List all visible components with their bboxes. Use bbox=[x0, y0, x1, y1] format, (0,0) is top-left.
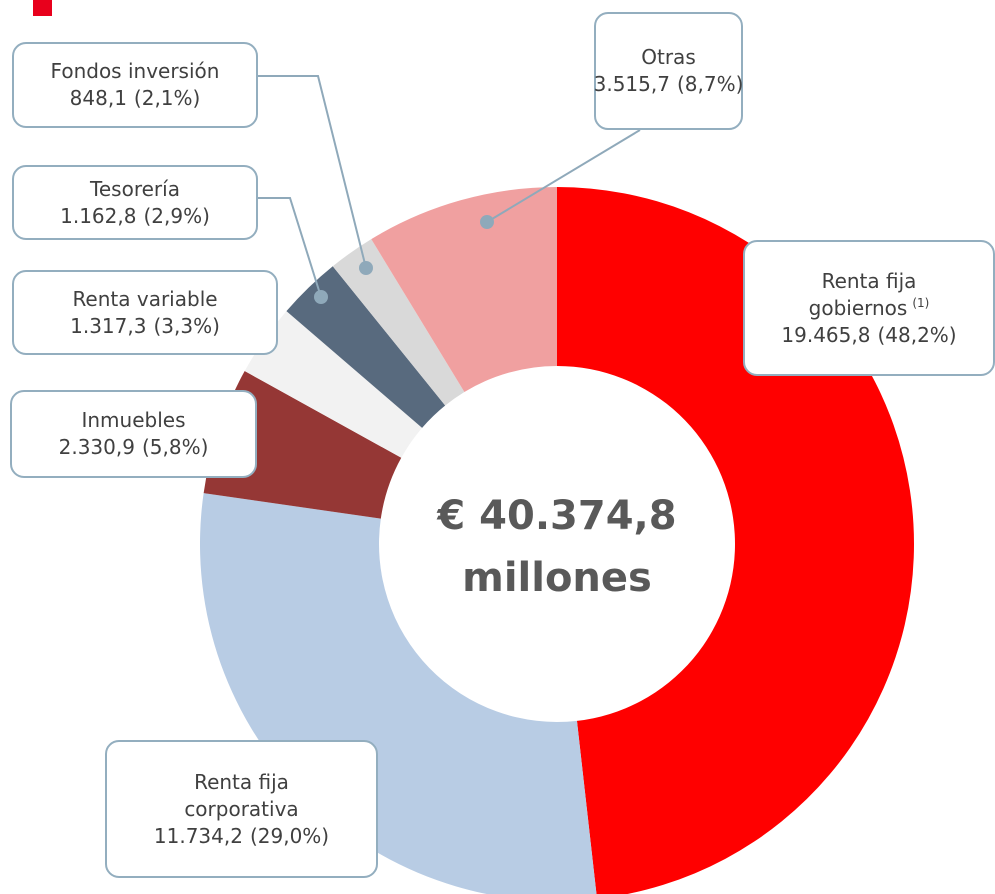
label-box: Renta fija corporativa 11.734,2 (29,0%) bbox=[105, 740, 378, 878]
label-box: Renta fija gobiernos (1) 19.465,8 (48,2%) bbox=[743, 240, 995, 376]
label-percent: (8,7%) bbox=[676, 72, 744, 96]
label-box: Inmuebles 2.330,9 (5,8%) bbox=[10, 390, 257, 478]
label-category: Otras bbox=[641, 45, 696, 69]
label-value-line: 19.465,8 (48,2%) bbox=[781, 322, 956, 349]
leader-line bbox=[258, 197, 322, 298]
leader-dot bbox=[314, 290, 328, 304]
label-category-line: Fondos inversión bbox=[51, 58, 220, 85]
leader-line bbox=[486, 129, 641, 223]
brand-mark bbox=[33, 0, 52, 16]
label-value: 848,1 bbox=[69, 86, 127, 110]
center-label: € 40.374,8 bbox=[436, 493, 676, 539]
leader-lines bbox=[258, 75, 641, 298]
label-value: 1.317,3 bbox=[70, 313, 147, 338]
label-value: 1.162,8 bbox=[60, 203, 137, 228]
label-value: 11.734,2 bbox=[153, 823, 243, 848]
label-category-line: Renta fija gobiernos (1) bbox=[794, 268, 944, 322]
label-box: Renta variable 1.317,3 (3,3%) bbox=[12, 270, 278, 355]
leader-dot bbox=[480, 215, 494, 229]
label-category-line: Renta variable bbox=[72, 286, 217, 313]
label-category: Tesorería bbox=[90, 176, 180, 201]
label-box: Fondos inversión 848,1 (2,1%) bbox=[12, 42, 258, 128]
label-value-line: 2.330,9 (5,8%) bbox=[59, 434, 209, 461]
label-category-line: Otras bbox=[641, 44, 695, 71]
donut-segment bbox=[200, 493, 597, 894]
leader-dot bbox=[359, 261, 373, 275]
label-value-line: 1.162,8 (2,9%) bbox=[60, 203, 210, 230]
label-note: (1) bbox=[912, 295, 930, 310]
label-category-line: Renta fija corporativa bbox=[167, 769, 317, 823]
label-percent: (2,1%) bbox=[133, 86, 201, 110]
label-value-line: 3.515,7 (8,7%) bbox=[594, 71, 744, 98]
label-percent: (3,3%) bbox=[153, 313, 220, 338]
label-box: Otras 3.515,7 (8,7%) bbox=[594, 12, 743, 130]
label-category: Fondos inversión bbox=[50, 59, 220, 83]
donut-segment bbox=[371, 187, 557, 392]
label-box: Tesorería 1.162,8 (2,9%) bbox=[12, 165, 258, 240]
label-value: 19.465,8 bbox=[781, 322, 871, 347]
label-category-line: Tesorería bbox=[90, 176, 180, 203]
label-percent: (5,8%) bbox=[141, 435, 209, 459]
label-category-line: Inmuebles bbox=[81, 407, 185, 434]
donut-segment bbox=[244, 311, 423, 458]
label-percent: (48,2%) bbox=[877, 322, 957, 347]
label-value: 3.515,7 bbox=[593, 72, 670, 96]
donut-segment bbox=[332, 239, 465, 406]
label-category: Inmuebles bbox=[81, 408, 186, 432]
label-category: Renta variable bbox=[72, 286, 218, 311]
label-percent: (29,0%) bbox=[249, 823, 330, 848]
label-value-line: 11.734,2 (29,0%) bbox=[154, 823, 329, 850]
label-value-line: 848,1 (2,1%) bbox=[70, 85, 201, 112]
label-category: Renta fija gobiernos (1) bbox=[808, 268, 930, 320]
leader-line bbox=[258, 75, 367, 269]
center-sublabel: millones bbox=[462, 555, 652, 601]
leader-dots bbox=[314, 215, 494, 304]
label-percent: (2,9%) bbox=[143, 203, 210, 228]
donut-segment bbox=[286, 266, 446, 428]
label-category: Renta fija corporativa bbox=[184, 769, 299, 821]
label-value-line: 1.317,3 (3,3%) bbox=[70, 313, 220, 340]
label-value: 2.330,9 bbox=[58, 435, 135, 459]
